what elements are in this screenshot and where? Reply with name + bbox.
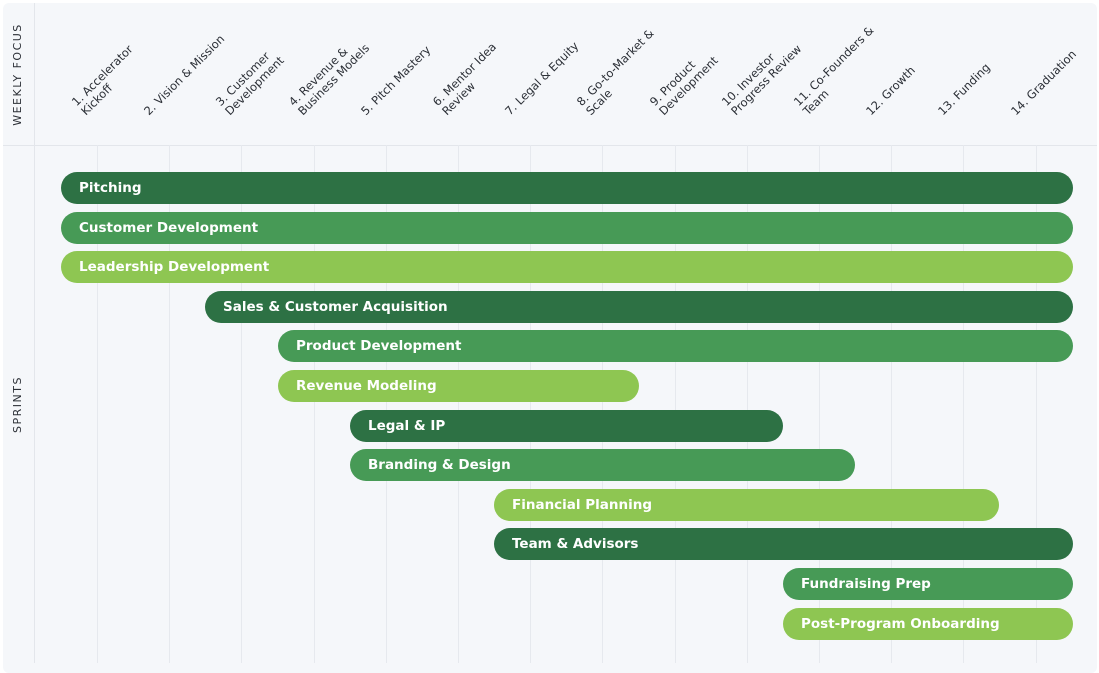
- sprint-bar[interactable]: Branding & Design: [350, 449, 855, 481]
- column-divider: [34, 3, 35, 663]
- sprint-bar[interactable]: Financial Planning: [494, 489, 999, 521]
- sprint-bar-label: Post-Program Onboarding: [801, 616, 1000, 632]
- sprint-bar[interactable]: Team & Advisors: [494, 528, 1073, 560]
- sprint-bar[interactable]: Leadership Development: [61, 251, 1073, 283]
- header-divider: [3, 145, 1097, 146]
- sprint-bar-label: Pitching: [79, 180, 142, 196]
- sprint-bar[interactable]: Legal & IP: [350, 410, 783, 442]
- week-gridline: [97, 145, 98, 663]
- sprint-bar-label: Product Development: [296, 338, 462, 354]
- sprint-bar-label: Team & Advisors: [512, 536, 639, 552]
- sprint-bar[interactable]: Revenue Modeling: [278, 370, 639, 402]
- week-gridline: [963, 145, 964, 663]
- week-gridline: [747, 145, 748, 663]
- week-gridline: [1036, 145, 1037, 663]
- sprint-bar[interactable]: Post-Program Onboarding: [783, 608, 1073, 640]
- sprint-bar[interactable]: Fundraising Prep: [783, 568, 1073, 600]
- sprint-bar[interactable]: Pitching: [61, 172, 1073, 204]
- sprint-bar-label: Leadership Development: [79, 259, 270, 275]
- week-gridline: [169, 145, 170, 663]
- week-gridline: [314, 145, 315, 663]
- week-gridline: [819, 145, 820, 663]
- weekly-focus-label: WEEKLY FOCUS: [10, 22, 24, 126]
- sprint-bar[interactable]: Product Development: [278, 330, 1073, 362]
- week-gridline: [891, 145, 892, 663]
- sprint-bar-label: Fundraising Prep: [801, 576, 931, 592]
- week-gridline: [675, 145, 676, 663]
- sprint-bar-label: Sales & Customer Acquisition: [223, 299, 448, 315]
- week-gridline: [602, 145, 603, 663]
- sprint-bar-label: Financial Planning: [512, 497, 653, 513]
- week-gridline: [458, 145, 459, 663]
- sprint-bar[interactable]: Sales & Customer Acquisition: [205, 291, 1073, 323]
- week-gridline: [386, 145, 387, 663]
- sprint-bar-label: Branding & Design: [368, 457, 511, 473]
- sprint-bar-label: Legal & IP: [368, 418, 446, 434]
- sprint-bar-label: Revenue Modeling: [296, 378, 437, 394]
- sprint-bar[interactable]: Customer Development: [61, 212, 1073, 244]
- sprints-label: SPRINTS: [10, 375, 24, 433]
- week-gridline: [241, 145, 242, 663]
- sprint-bar-label: Customer Development: [79, 220, 259, 236]
- week-gridline: [530, 145, 531, 663]
